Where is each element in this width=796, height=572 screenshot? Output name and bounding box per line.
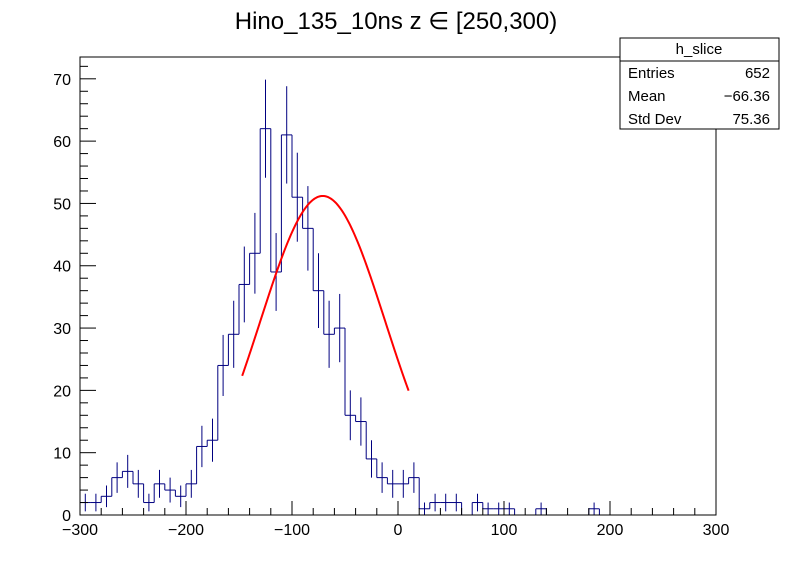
stats-stddev-value: 75.36 bbox=[732, 111, 770, 128]
y-tick-label: 30 bbox=[53, 321, 71, 338]
stats-box-title: h_slice bbox=[676, 41, 723, 58]
fit-curve bbox=[241, 194, 410, 392]
x-tick-label: −100 bbox=[274, 522, 310, 539]
chart-title: Hino_135_10ns z ∈ [250,300) bbox=[235, 8, 557, 35]
x-tick-label: 200 bbox=[597, 522, 624, 539]
y-tick-label: 10 bbox=[53, 446, 71, 463]
stats-stddev-label: Std Dev bbox=[628, 111, 682, 128]
y-tick-label: 50 bbox=[53, 196, 71, 213]
x-tick-label: −300 bbox=[62, 522, 98, 539]
y-tick-label: 40 bbox=[53, 259, 71, 276]
stats-entries-value: 652 bbox=[745, 65, 770, 82]
stats-box-frame bbox=[619, 37, 780, 130]
x-tick-label: −200 bbox=[168, 522, 204, 539]
y-tick-label: 20 bbox=[53, 383, 71, 400]
y-tick-label: 70 bbox=[53, 72, 71, 89]
stats-mean-label: Mean bbox=[628, 88, 666, 105]
stats-mean-value: −66.36 bbox=[724, 88, 770, 105]
y-tick-label: 0 bbox=[62, 508, 71, 525]
y-tick-label: 60 bbox=[53, 134, 71, 151]
x-tick-label: 300 bbox=[703, 522, 730, 539]
axes: −300 −200 −100 0 100 200 300 0 10 20 30 40 50 60 70 bbox=[53, 65, 730, 539]
x-tick-label: 0 bbox=[394, 522, 403, 539]
x-tick-label: 100 bbox=[491, 522, 518, 539]
stats-entries-label: Entries bbox=[628, 65, 675, 82]
stats-box: h_slice Entries 652 Mean −66.36 Std Dev … bbox=[619, 37, 780, 130]
plot-area bbox=[80, 79, 610, 516]
